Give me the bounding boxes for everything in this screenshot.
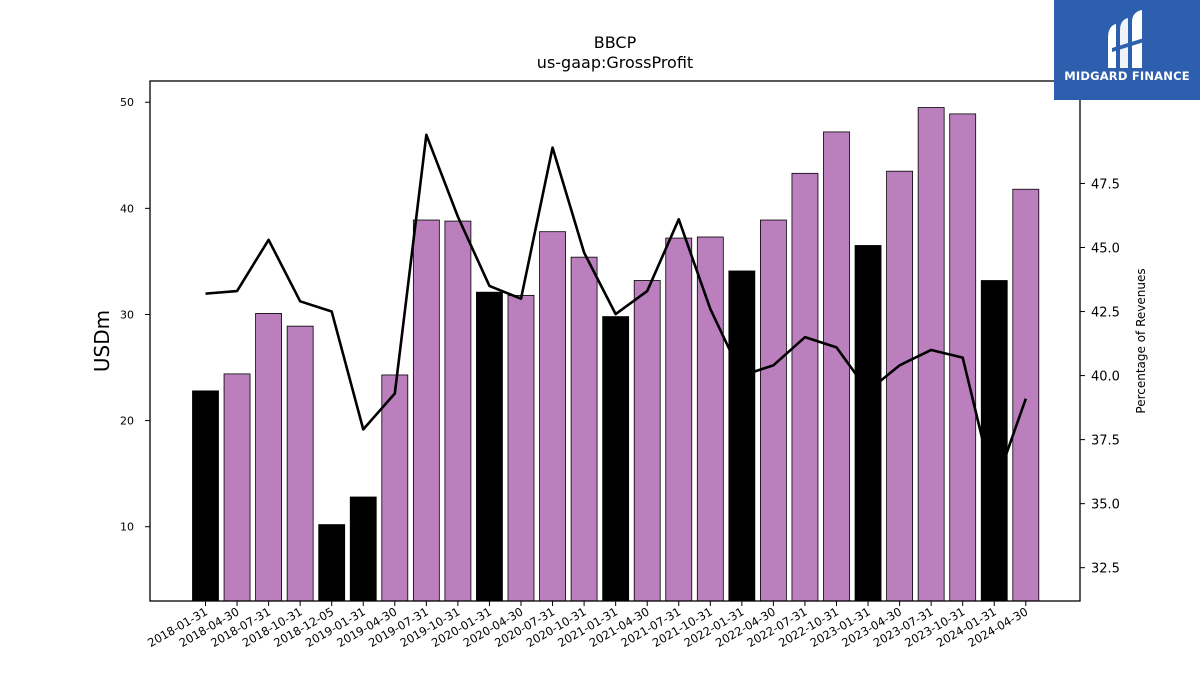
y-tick-label: 40 [120, 202, 134, 215]
bar-2021-04-30 [633, 280, 661, 602]
bar-2018-01-31 [192, 390, 219, 602]
chart-subtitle: us-gaap:GrossProfit [537, 53, 693, 72]
bar-2018-12-05 [318, 524, 346, 602]
percentage-line-series [205, 133, 1028, 490]
bar-2018-10-31 [286, 325, 314, 602]
bar-2024-04-30 [1012, 188, 1040, 602]
bar-2018-04-30 [223, 373, 251, 602]
bar-2020-01-31 [476, 291, 503, 602]
bar-2021-10-31 [696, 236, 724, 602]
percentage-line [205, 133, 1028, 490]
bar-2022-10-31 [823, 131, 850, 602]
bar-2019-04-30 [381, 374, 409, 602]
y-tick-label: 20 [120, 415, 134, 428]
bar-2020-10-31 [570, 256, 598, 602]
y-tick-label: 10 [120, 521, 134, 534]
midgard-finance-logo: MIDGARD FINANCE [1054, 0, 1200, 100]
bar-series [192, 107, 1040, 602]
chart-title: BBCP [594, 33, 637, 52]
y2-tick-label: 42.5 [1091, 306, 1120, 321]
bar-2020-04-30 [507, 294, 535, 602]
midgard-logo-icon [1108, 10, 1144, 68]
x-axis: 2018-01-312018-04-302018-07-312018-10-31… [145, 601, 1030, 650]
y-axis-right: 32.5 35.0 37.5 40.0 42.5 45.0 47.5 [1080, 177, 1120, 577]
bar-2024-01-31 [980, 280, 1008, 602]
bar-2019-07-31 [412, 219, 440, 602]
y2-axis-label: Percentage of Revenues [1134, 268, 1148, 413]
bar-2021-07-31 [665, 237, 693, 602]
y-axis-label: USDm [90, 310, 114, 372]
bar-2023-04-30 [886, 170, 913, 602]
y2-tick-label: 40.0 [1091, 370, 1120, 385]
y-tick-label: 50 [120, 96, 134, 109]
y2-tick-label: 37.5 [1091, 434, 1120, 449]
y-tick-label: 30 [120, 308, 134, 321]
y2-tick-label: 35.0 [1091, 498, 1120, 513]
bar-2022-01-31 [728, 270, 756, 602]
plot-frame [149, 80, 1081, 602]
bar-2018-07-31 [255, 313, 283, 602]
bar-2019-01-31 [349, 496, 377, 602]
y2-tick-label: 32.5 [1091, 562, 1120, 577]
bar-2023-01-31 [854, 245, 882, 602]
bar-2022-07-31 [791, 172, 819, 602]
y2-tick-label: 47.5 [1091, 177, 1120, 192]
logo-text: MIDGARD FINANCE [1064, 69, 1190, 83]
y2-tick-label: 45.0 [1091, 242, 1120, 257]
bar-2022-04-30 [760, 219, 787, 602]
bar-2020-07-31 [539, 231, 566, 602]
bar-2021-01-31 [602, 316, 630, 602]
bar-2019-10-31 [444, 220, 472, 602]
y-axis-left: 10 20 30 40 50 [120, 96, 150, 534]
